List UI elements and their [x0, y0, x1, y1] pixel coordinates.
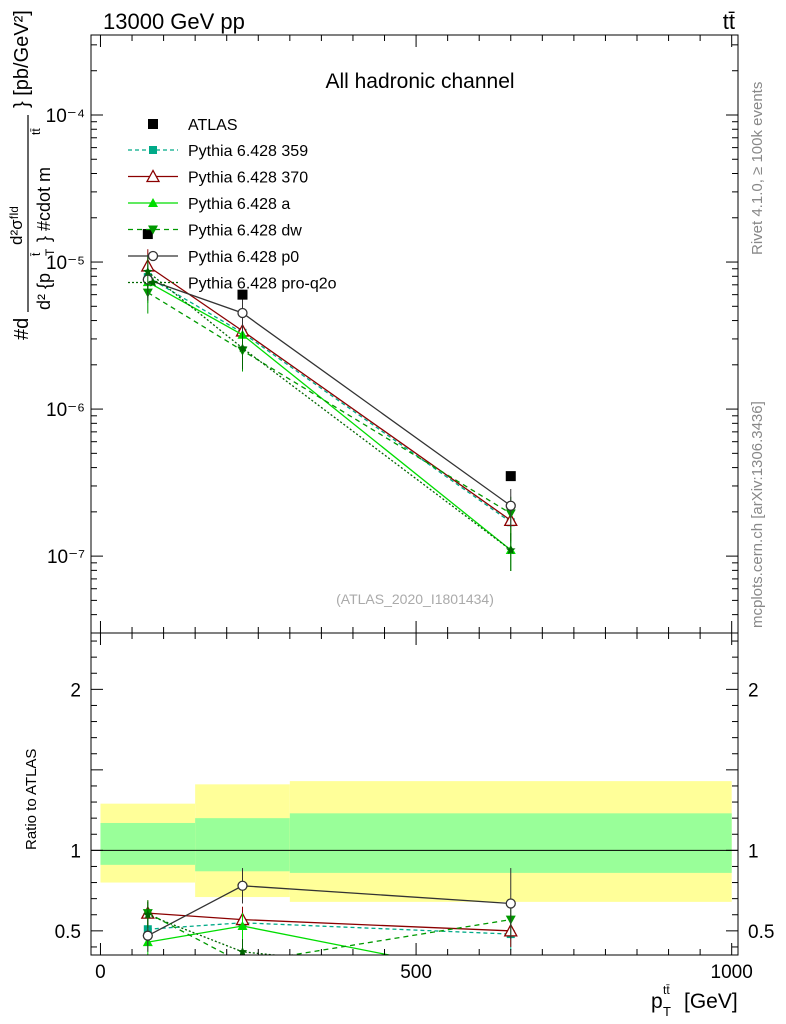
legend-marker: [148, 198, 158, 207]
ratio-point: [237, 959, 247, 968]
ratio-bands: [91, 781, 738, 902]
legend-marker: [148, 225, 158, 235]
atlas-data-point: [237, 289, 248, 300]
y-label-prefix: #d: [11, 318, 33, 340]
ratio-ytick-label-left: 2: [70, 680, 81, 701]
ratio-ytick-label-right: 0.5: [748, 922, 774, 943]
legend: ATLAS Pythia 6.428 359 Pythia 6.428 370 Pyt…: [128, 117, 337, 293]
legend-marker: [148, 277, 158, 287]
main-ticks: 10⁻⁷ 10⁻⁶ 10⁻⁵ 10⁻⁴: [46, 35, 738, 634]
xtick-label: 0: [95, 962, 106, 983]
ratio-point: [142, 930, 153, 941]
ratio-ticks: 0 500 1000 0.5 0.5 1 1 2 2: [55, 633, 774, 983]
ratio-frame: [90, 632, 739, 956]
series-point: [506, 545, 516, 555]
y-label-den-sup: t̄: [29, 252, 43, 256]
atlas-data-point: [142, 229, 153, 240]
atlas-data-point: [505, 471, 516, 482]
y-label-denominator: d² {p: [34, 273, 54, 310]
x-label-unit: [GeV]: [684, 990, 738, 1013]
ratio-point: [505, 898, 516, 909]
ratio-point: [506, 974, 516, 983]
legend-label: Pythia 6.428 pro-q2o: [188, 276, 337, 293]
series-line: [147, 276, 512, 523]
ratio-series-line: [147, 912, 511, 955]
xtick-label: 500: [400, 962, 432, 983]
chart-title: All hadronic channel: [325, 70, 514, 93]
y-label-den-rest-sup: tt̄: [29, 128, 43, 135]
x-label-sup: tt̄: [663, 983, 670, 997]
ratio-point: [237, 921, 248, 931]
ratio-point: [237, 880, 248, 891]
y-label-unit: } [pb/GeV²]: [11, 10, 33, 108]
xtick-label: 1000: [711, 962, 753, 983]
ratio-y-label: Ratio to ATLAS: [23, 749, 40, 850]
y-label-numerator: d²σᶠᴵᵈ: [7, 206, 26, 245]
legend-label: Pythia 6.428 370: [188, 170, 308, 187]
ratio-point: [506, 974, 516, 983]
ratio-ytick-label-left: 0.5: [55, 922, 81, 943]
main-y-axis-label: #d d²σᶠᴵᵈ d² {p t̄ T } #cdot m tt̄ } [pb…: [7, 10, 57, 340]
rivet-label: Rivet 4.1.0, ≥ 100k events: [749, 82, 766, 255]
process-label: tt̄: [723, 9, 735, 34]
legend-label: Pythia 6.428 dw: [188, 223, 302, 240]
series-line: [147, 292, 512, 515]
series-point: [237, 343, 248, 353]
x-label-sub: T: [663, 1004, 671, 1019]
ratio-ytick-label-left: 1: [70, 841, 81, 862]
y-label-den-sub: T: [43, 248, 57, 256]
ratio-band-inner: [289, 813, 732, 873]
energy-label: 13000 GeV pp: [103, 9, 245, 34]
ratio-panel: 0 500 1000 0.5 0.5 1 1 2 2 Ratio to ATLAS: [23, 632, 774, 983]
ratio-series-line: [147, 914, 281, 955]
series-line: [147, 271, 512, 551]
ratio-series-line: [147, 912, 511, 932]
ratio-ytick-label-right: 2: [748, 680, 759, 701]
series-line: [147, 265, 512, 521]
ratio-ytick-label-right: 1: [748, 841, 759, 862]
ratio-point: [143, 909, 153, 919]
legend-marker: [147, 250, 159, 262]
legend-marker: [149, 146, 157, 154]
main-ytick-label: 10⁻⁴: [46, 106, 85, 127]
series-point: [505, 500, 516, 511]
main-panel: All hadronic channel (ATLAS_2020_I180143…: [46, 34, 739, 634]
legend-marker: [145, 169, 161, 183]
main-ytick-label: 10⁻⁷: [47, 547, 85, 568]
legend-label-atlas: ATLAS: [188, 117, 238, 134]
series-point: [237, 307, 248, 319]
legend-label: Pythia 6.428 p0: [188, 249, 299, 266]
ratio-data: [140, 868, 518, 983]
y-label-den-rest: } #cdot m: [34, 167, 54, 242]
series-point: [143, 266, 153, 276]
main-ytick-label: 10⁻⁵: [46, 253, 85, 274]
ratio-series-line: [147, 925, 393, 955]
mcplots-label: mcplots.cern.ch [arXiv:1306.3436]: [749, 401, 766, 628]
legend-label: Pythia 6.428 a: [188, 196, 290, 213]
x-axis-label: p T tt̄ [GeV]: [651, 983, 738, 1019]
legend-marker-atlas: [148, 119, 158, 129]
ratio-band-inner: [195, 818, 290, 872]
ratio-band-inner: [100, 822, 196, 865]
analysis-id: (ATLAS_2020_I1801434): [336, 591, 494, 607]
ratio-point: [237, 946, 248, 955]
legend-label: Pythia 6.428 359: [188, 143, 308, 160]
main-data: [140, 229, 518, 572]
x-label-main: p: [651, 990, 663, 1013]
main-ytick-label: 10⁻⁶: [46, 400, 85, 421]
